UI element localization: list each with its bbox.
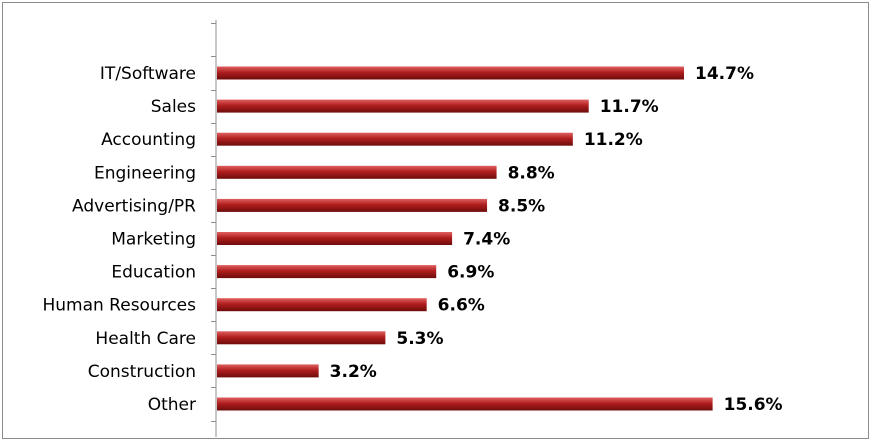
category-label: Accounting bbox=[101, 130, 196, 150]
bar bbox=[217, 265, 437, 279]
category-label: Marketing bbox=[111, 230, 196, 250]
labels: IT/Software 14.7% Sales 11.7% Accounting 11.2… bbox=[42, 64, 782, 415]
bar bbox=[217, 364, 319, 378]
value-label: 6.6% bbox=[438, 296, 485, 316]
category-label: Advertising/PR bbox=[72, 196, 196, 216]
category-label: Other bbox=[148, 395, 196, 415]
category-label: Education bbox=[111, 263, 196, 283]
bar bbox=[217, 232, 453, 245]
value-label: 5.3% bbox=[396, 329, 443, 349]
bar bbox=[217, 198, 488, 212]
category-label: Engineering bbox=[94, 163, 196, 183]
value-label: 15.6% bbox=[724, 395, 783, 415]
category-label: Construction bbox=[88, 362, 196, 382]
bar bbox=[217, 99, 589, 113]
bar bbox=[217, 132, 573, 146]
bar bbox=[217, 165, 497, 179]
category-label: Health Care bbox=[95, 329, 196, 349]
value-label: 3.2% bbox=[330, 362, 377, 382]
value-label: 6.9% bbox=[447, 263, 494, 283]
category-label: Human Resources bbox=[42, 296, 196, 316]
bar bbox=[217, 397, 713, 411]
category-label: IT/Software bbox=[100, 64, 196, 84]
y-axis bbox=[211, 20, 217, 437]
category-label: Sales bbox=[151, 97, 196, 117]
value-label: 7.4% bbox=[463, 230, 510, 250]
bar bbox=[217, 66, 685, 80]
bars bbox=[217, 66, 713, 411]
bar bbox=[217, 298, 427, 312]
value-label: 8.5% bbox=[498, 196, 545, 216]
bar bbox=[217, 331, 386, 345]
value-label: 8.8% bbox=[508, 163, 555, 183]
value-label: 11.7% bbox=[600, 97, 659, 117]
value-label: 14.7% bbox=[695, 64, 754, 84]
value-label: 11.2% bbox=[584, 130, 643, 150]
